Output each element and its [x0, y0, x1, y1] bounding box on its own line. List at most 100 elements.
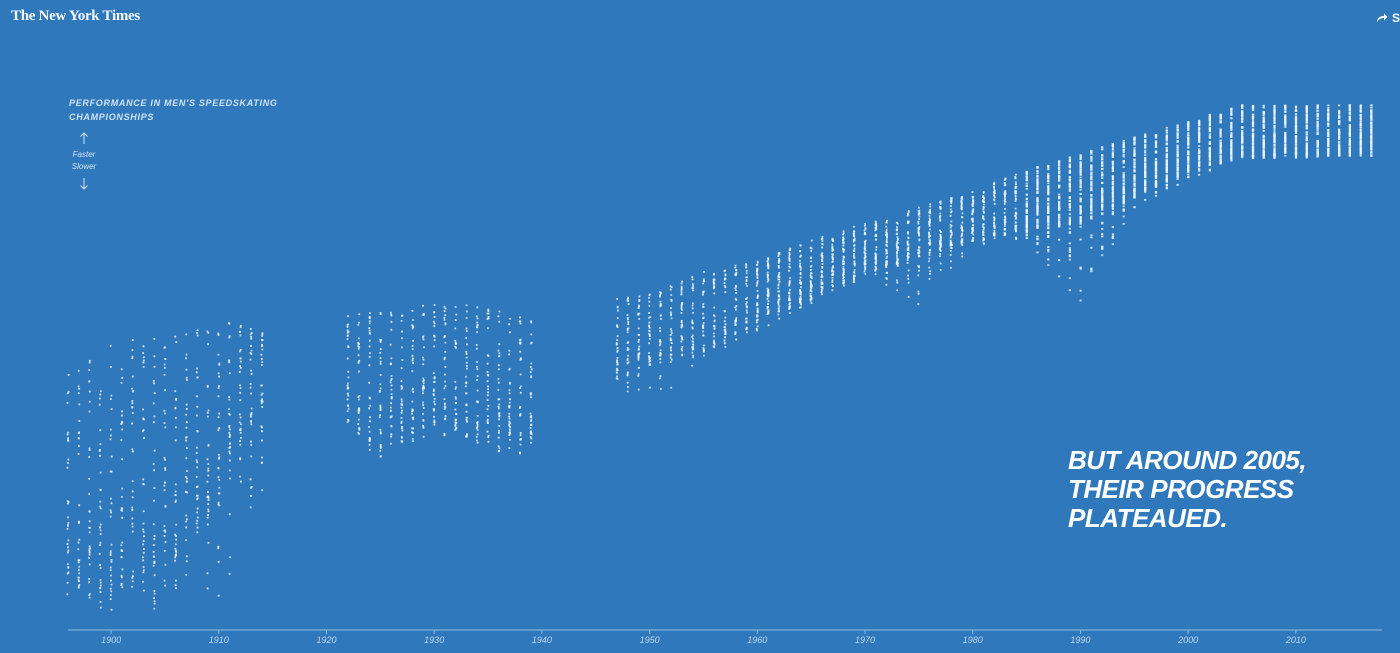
data-point [1047, 264, 1050, 266]
data-point [907, 252, 910, 254]
data-point [928, 238, 931, 241]
data-point [1122, 146, 1125, 148]
data-point [831, 246, 834, 248]
data-point [1090, 207, 1093, 209]
data-point [185, 333, 188, 336]
data-point [907, 248, 910, 251]
data-point [185, 421, 188, 424]
data-point [66, 466, 69, 469]
data-point [648, 294, 651, 297]
nyt-logo[interactable]: The New York Times [11, 8, 140, 24]
data-point [196, 329, 199, 332]
data-point [1111, 156, 1114, 158]
data-point [1154, 144, 1158, 146]
data-point [1208, 128, 1211, 131]
data-point [1133, 153, 1136, 156]
data-point [1251, 149, 1255, 151]
data-point [1359, 135, 1362, 138]
data-point [1338, 136, 1341, 139]
data-point [120, 544, 123, 547]
data-point [207, 510, 210, 513]
data-point [1047, 180, 1050, 182]
data-point [800, 281, 802, 284]
data-point [1338, 145, 1341, 147]
data-point [131, 496, 134, 499]
data-point [142, 510, 145, 513]
data-point [1219, 156, 1222, 159]
data-point [346, 421, 349, 423]
data-point [1230, 127, 1233, 129]
data-point [734, 333, 737, 335]
data-point [1068, 160, 1071, 163]
data-point [723, 339, 726, 342]
data-point [821, 281, 824, 284]
data-point [1090, 180, 1093, 183]
data-point [250, 392, 252, 395]
data-point [1208, 152, 1211, 155]
data-point [369, 352, 371, 354]
data-point [853, 264, 856, 267]
data-point [476, 425, 479, 428]
data-point [1338, 112, 1341, 115]
data-point [1111, 189, 1114, 192]
data-point [229, 459, 231, 462]
data-point [519, 438, 522, 441]
data-point [1198, 173, 1201, 176]
data-point [509, 398, 511, 401]
data-point [885, 231, 888, 234]
data-point [1338, 129, 1341, 132]
data-point [444, 351, 447, 353]
data-point [260, 400, 263, 403]
data-point [433, 381, 435, 383]
data-point [486, 318, 489, 320]
data-point [1068, 232, 1071, 234]
data-point [1068, 254, 1071, 257]
data-point [249, 506, 252, 509]
data-point [1359, 127, 1362, 129]
data-point [1176, 176, 1179, 179]
data-point [971, 232, 973, 234]
share-button[interactable]: S [1376, 10, 1400, 26]
data-point [1036, 220, 1039, 223]
data-point [1079, 211, 1082, 214]
data-point [993, 202, 996, 205]
data-point [1090, 236, 1093, 239]
data-point [487, 415, 489, 417]
data-point [379, 431, 382, 434]
data-point [1219, 119, 1222, 122]
data-point [78, 565, 81, 568]
data-point [368, 315, 371, 318]
data-point [907, 221, 909, 224]
data-point [1058, 222, 1061, 224]
data-point [637, 304, 640, 307]
data-point [1047, 173, 1050, 175]
data-point [518, 320, 521, 323]
data-point [928, 223, 931, 226]
data-point [659, 377, 661, 380]
data-point [433, 335, 436, 338]
data-point [670, 349, 672, 352]
data-point [78, 431, 80, 434]
data-point [767, 295, 770, 297]
data-point [799, 269, 802, 271]
data-point [66, 402, 69, 404]
data-point [120, 584, 123, 586]
data-point [1133, 138, 1136, 141]
data-point [1262, 149, 1265, 152]
data-point [1241, 115, 1244, 117]
data-point [260, 384, 263, 387]
data-point [1208, 141, 1211, 143]
data-point [1273, 154, 1276, 157]
arrow-up-icon [80, 132, 88, 144]
data-point [1241, 138, 1244, 140]
data-point [498, 450, 500, 452]
data-point [186, 491, 188, 494]
data-point [1251, 106, 1255, 108]
data-point [1284, 144, 1287, 147]
data-point [1198, 150, 1201, 152]
data-point [476, 361, 478, 363]
data-point [724, 332, 727, 334]
data-point [196, 395, 198, 398]
data-point [929, 272, 931, 275]
data-point [498, 320, 501, 323]
